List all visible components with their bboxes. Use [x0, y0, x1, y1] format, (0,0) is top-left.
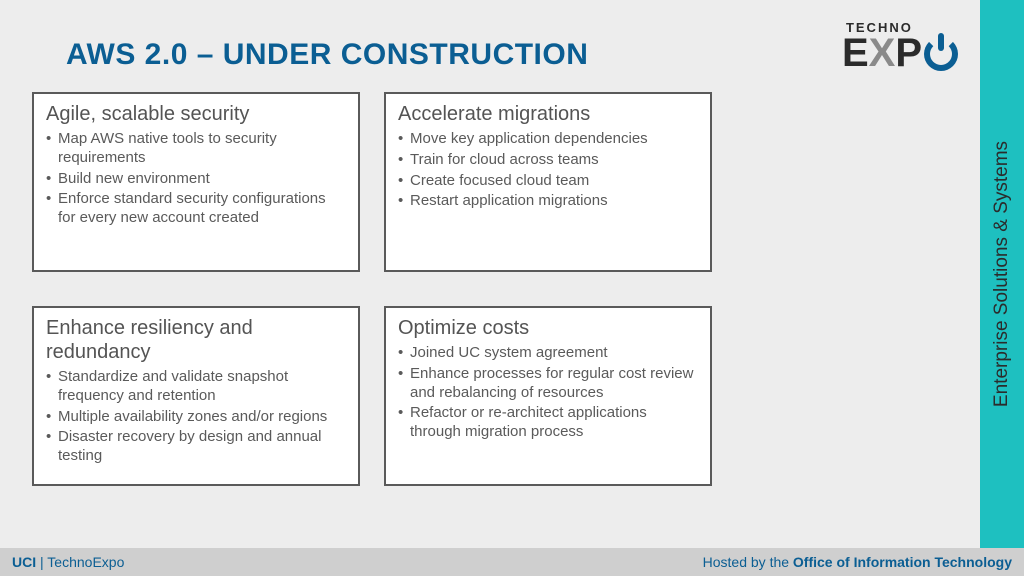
card-title: Accelerate migrations: [398, 102, 698, 126]
list-item: Map AWS native tools to security require…: [46, 130, 346, 168]
list-item: Restart application migrations: [398, 192, 698, 211]
logo-main: EXP: [842, 33, 958, 73]
list-item: Train for cloud across teams: [398, 151, 698, 170]
footer-hosted-by: Hosted by the: [703, 554, 793, 570]
list-item: Disaster recovery by design and annual t…: [46, 428, 346, 466]
list-item: Create focused cloud team: [398, 172, 698, 191]
logo-letter-x: X: [869, 33, 896, 73]
footer-uci: UCI: [12, 554, 36, 570]
card-list: Map AWS native tools to security require…: [46, 130, 346, 228]
list-item: Enhance processes for regular cost revie…: [398, 365, 698, 403]
logo-letter-p: P: [895, 33, 922, 73]
footer-separator: |: [36, 554, 47, 570]
card-title: Agile, scalable security: [46, 102, 346, 126]
footer-left: UCI | TechnoExpo: [12, 554, 124, 570]
power-icon: [924, 37, 958, 71]
footer-bar: UCI | TechnoExpo Hosted by the Office of…: [0, 548, 1024, 576]
list-item: Refactor or re-architect applications th…: [398, 404, 698, 442]
list-item: Build new environment: [46, 170, 346, 189]
list-item: Enforce standard security configurations…: [46, 190, 346, 228]
card-accelerate-migrations: Accelerate migrations Move key applicati…: [384, 92, 712, 272]
list-item: Joined UC system agreement: [398, 344, 698, 363]
list-item: Standardize and validate snapshot freque…: [46, 368, 346, 406]
card-list: Move key application dependencies Train …: [398, 130, 698, 211]
card-list: Standardize and validate snapshot freque…: [46, 368, 346, 466]
card-title: Enhance resiliency and redundancy: [46, 316, 346, 364]
techno-expo-logo: TECHNO EXP: [842, 20, 958, 73]
card-list: Joined UC system agreement Enhance proce…: [398, 344, 698, 442]
footer-office: Office of Information Technology: [793, 554, 1012, 570]
card-enhance-resiliency: Enhance resiliency and redundancy Standa…: [32, 306, 360, 486]
card-agile-security: Agile, scalable security Map AWS native …: [32, 92, 360, 272]
footer-right: Hosted by the Office of Information Tech…: [703, 554, 1012, 570]
logo-letter-e: E: [842, 33, 869, 73]
card-optimize-costs: Optimize costs Joined UC system agreemen…: [384, 306, 712, 486]
sidebar-band: Enterprise Solutions & Systems: [980, 0, 1024, 548]
sidebar-label: Enterprise Solutions & Systems: [991, 141, 1013, 407]
footer-expo: TechnoExpo: [47, 554, 124, 570]
card-grid: Agile, scalable security Map AWS native …: [32, 92, 712, 486]
card-title: Optimize costs: [398, 316, 698, 340]
list-item: Move key application dependencies: [398, 130, 698, 149]
list-item: Multiple availability zones and/or regio…: [46, 408, 346, 427]
slide-title: AWS 2.0 – UNDER CONSTRUCTION: [66, 38, 588, 72]
